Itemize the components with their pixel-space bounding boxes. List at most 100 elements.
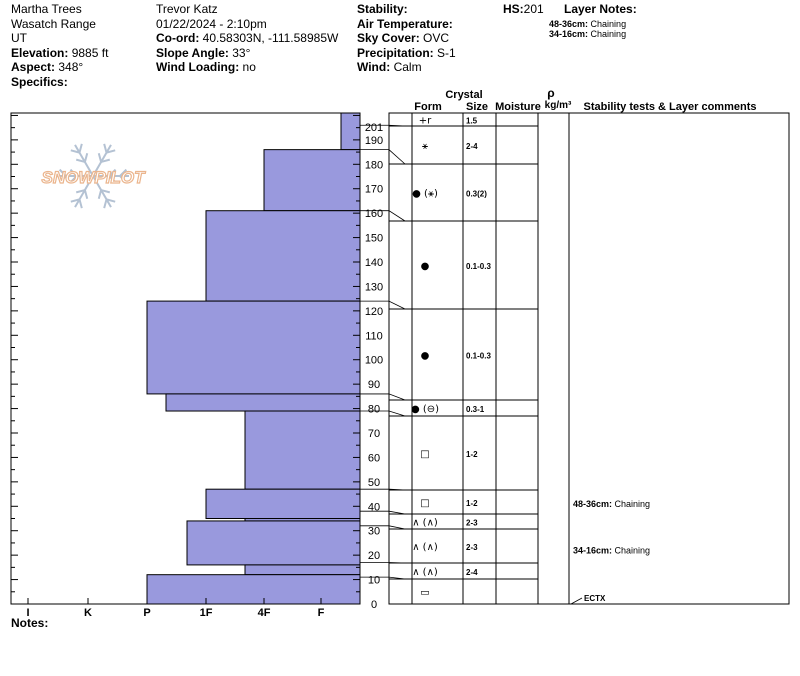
hardness-bar-3 <box>146 300 361 395</box>
snowflake-branch <box>69 168 78 177</box>
height-label-90: 90 <box>368 379 380 391</box>
snowflake-arm <box>74 144 94 177</box>
snowflake-branch <box>70 198 80 203</box>
hardness-bar-1 <box>263 149 361 212</box>
height-label-70: 70 <box>368 428 380 440</box>
left-height-ticks <box>11 114 360 605</box>
hardness-bar-10 <box>146 574 361 605</box>
height-axis: 2011901801701601501401301201101009080706… <box>365 122 383 611</box>
snowflake-branch <box>108 168 117 177</box>
height-label-140: 140 <box>365 257 383 269</box>
height-label-0: 0 <box>371 599 377 611</box>
layer-comment-1: 34-16cm: Chaining <box>573 545 650 555</box>
crystal-size: 2-3 <box>466 543 478 552</box>
snowflake-branch <box>83 189 89 199</box>
hardness-plot-frame <box>10 112 361 605</box>
aspect: Aspect: 348° <box>11 60 84 74</box>
hardness-bar-4 <box>165 393 361 412</box>
layer-connector <box>360 210 406 222</box>
crystal-header: Crystal <box>445 89 482 101</box>
layer-connector <box>360 149 406 165</box>
hardness-bar-9 <box>244 564 361 576</box>
snowflake-arm <box>74 175 94 208</box>
snowflake-branch <box>70 149 80 154</box>
snowflake-branch <box>97 189 103 199</box>
height-label-160: 160 <box>365 208 383 220</box>
crystal-size: 0.3(2) <box>466 190 487 199</box>
crystal-form: ▭ <box>420 588 429 599</box>
notes-label: Notes: <box>11 616 49 630</box>
snowflake-branch <box>78 143 83 153</box>
crystal-size: 2-4 <box>466 568 478 577</box>
coordinates: Co-ord: 40.58303N, -111.58985W <box>156 31 339 45</box>
snowflake-branch <box>58 175 67 184</box>
mountain-range: Wasatch Range <box>11 16 96 31</box>
height-label-60: 60 <box>368 452 380 464</box>
elevation: Elevation: 9885 ft <box>11 45 109 60</box>
layer-note-1: 48-36cm: Chaining <box>549 19 627 29</box>
snowflake-branch <box>108 175 117 184</box>
snowflake-arm <box>92 144 112 177</box>
layer-comments: 48-36cm: Chaining 34-16cm: Chaining ECTX <box>570 499 650 605</box>
height-label-110: 110 <box>365 330 383 342</box>
layer-connector <box>360 525 406 530</box>
layer-connector <box>360 510 406 515</box>
height-label-10: 10 <box>368 575 380 587</box>
precipitation: Precipitation: S-1 <box>357 45 456 60</box>
header-col-conditions: Stability: Air Temperature: Sky Cover: O… <box>357 2 456 75</box>
moisture-header: Moisture <box>495 101 541 113</box>
crystal-form: ∧ (∧) <box>412 567 438 578</box>
crystal-layer-rows: +r 1.5 ⚹ 2-4 ● (⚹) 0.3(2) ● 0.1-0.3 ● 0.1-0.3 ● (⊖… <box>360 116 538 599</box>
snowflake-branch <box>75 189 86 194</box>
wind-loading: Wind Loading: no <box>156 60 256 74</box>
crystal-size: 0.3-1 <box>466 405 485 414</box>
layer-note-2: 34-16cm: Chaining <box>549 29 627 39</box>
crystal-size: 1-2 <box>466 450 478 459</box>
snowflake-branch <box>103 143 108 153</box>
size-header: Size <box>466 101 488 113</box>
layer-connector <box>360 576 406 580</box>
stability-test-0: ECTX <box>584 594 606 603</box>
state: UT <box>11 31 27 45</box>
crystal-form: ● <box>421 261 430 272</box>
hardness-bar-0 <box>340 112 361 151</box>
crystal-size: 1.5 <box>466 117 478 126</box>
specifics: Specifics: <box>11 74 68 89</box>
snowflake-branch <box>103 199 108 209</box>
snowflake-branch <box>106 149 116 154</box>
stability-test-pointer <box>570 597 583 605</box>
stability-header: Stability tests & Layer comments <box>583 101 756 113</box>
hardness-bar-2 <box>205 210 361 302</box>
height-label-130: 130 <box>365 281 383 293</box>
density-unit: kg/m³ <box>545 100 572 111</box>
height-label-190: 190 <box>365 135 383 147</box>
height-label-100: 100 <box>365 355 383 367</box>
crystal-form: □ <box>420 449 429 460</box>
sky-cover: Sky Cover: OVC <box>357 31 450 45</box>
stability: Stability: <box>357 2 408 16</box>
height-label-201: 201 <box>365 122 383 134</box>
layer-connector <box>360 562 406 564</box>
crystal-size: 0.1-0.3 <box>466 352 491 361</box>
layer-table-frame <box>388 112 790 605</box>
layer-connector <box>360 410 406 417</box>
crystal-size: 0.1-0.3 <box>466 262 491 271</box>
height-label-120: 120 <box>365 306 383 318</box>
observation-datetime: 01/22/2024 - 2:10pm <box>156 16 267 31</box>
slope-angle: Slope Angle: 33° <box>156 45 251 60</box>
layer-notes-title: Layer Notes: <box>564 2 637 16</box>
crystal-form: ∧ (∧) <box>412 518 438 529</box>
snowflake-branch <box>119 168 128 177</box>
crystal-size: 1-2 <box>466 499 478 508</box>
form-header: Form <box>414 101 442 113</box>
snowflake-branch <box>83 153 89 163</box>
hardness-bar-6 <box>205 488 361 520</box>
snowflake-branch <box>100 189 111 194</box>
hardness-axis: I K P 1F 4F F <box>26 598 325 619</box>
crystal-form: ● (⚹) <box>412 189 438 200</box>
crystal-form: □ <box>420 498 429 509</box>
height-label-80: 80 <box>368 404 380 416</box>
height-label-170: 170 <box>365 184 383 196</box>
snowflake-branch <box>100 158 111 163</box>
